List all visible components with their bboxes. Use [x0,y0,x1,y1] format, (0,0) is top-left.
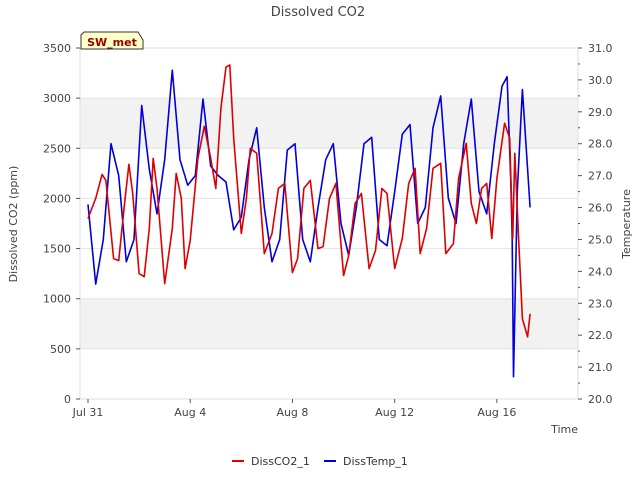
x-tick-label-3: Aug 12 [375,406,414,419]
x-tick-label-1: Aug 4 [174,406,206,419]
left-tick-label-6: 3000 [43,92,71,105]
x-axis-ticks: Jul 31 Aug 4 Aug 8 Aug 12 Aug 16 [72,399,516,419]
x-axis-label: Time [550,423,578,436]
shaded-band-1 [80,98,578,149]
right-tick-label-1: 21.0 [588,361,613,374]
right-tick-label-8: 28.0 [588,138,613,151]
legend-label-1: DissTemp_1 [343,455,408,468]
x-tick-label-4: Aug 16 [477,406,516,419]
left-tick-label-5: 2500 [43,142,71,155]
x-tick-label-0: Jul 31 [72,406,104,419]
chart-title: Dissolved CO2 [271,5,365,20]
shaded-band-0 [80,298,578,349]
x-tick-label-2: Aug 8 [276,406,308,419]
series-line-dissco2-1 [87,64,531,338]
legend: DissCO2_1 DissTemp_1 [232,455,408,468]
right-tick-label-7: 27.0 [588,170,613,183]
left-tick-label-3: 1500 [43,243,71,256]
right-tick-label-10: 30.0 [588,74,613,87]
legend-label-0: DissCO2_1 [251,455,310,468]
right-tick-label-4: 24.0 [588,265,613,278]
site-badge: SW_met [80,31,144,50]
right-tick-label-11: 31.0 [588,42,613,55]
left-axis-label: Dissolved CO2 (ppm) [7,166,20,283]
right-tick-label-3: 23.0 [588,297,613,310]
left-tick-label-7: 3500 [43,42,71,55]
right-tick-label-9: 29.0 [588,106,613,119]
left-tick-label-0: 0 [64,393,71,406]
right-tick-label-2: 22.0 [588,329,613,342]
left-tick-label-2: 1000 [43,293,71,306]
left-axis-ticks: 0 500 1000 1500 2000 2500 3000 3500 [43,42,80,406]
right-tick-label-5: 25.0 [588,233,613,246]
series-line-disstemp-1 [87,69,531,378]
left-tick-label-1: 500 [50,343,71,356]
right-axis-ticks: 20.0 21.0 22.0 23.0 24.0 25.0 26.0 27.0 28.0 29.0… [578,42,613,406]
right-tick-label-6: 26.0 [588,202,613,215]
right-tick-label-0: 20.0 [588,393,613,406]
site-badge-label: SW_met [87,36,137,49]
series-layer [87,64,531,378]
left-tick-label-4: 2000 [43,192,71,205]
site-badge-shape [80,31,144,50]
right-axis-label: Temperature [620,189,633,260]
